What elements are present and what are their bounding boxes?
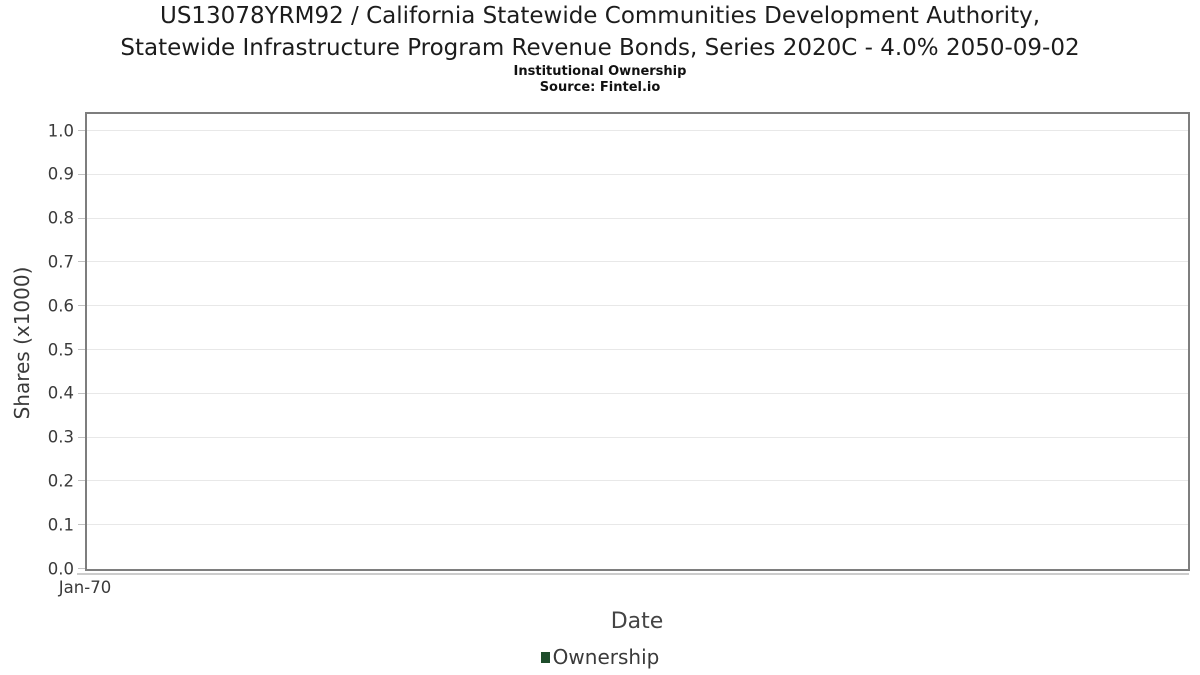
legend-label: Ownership (552, 645, 660, 669)
y-tick-marks (78, 112, 85, 569)
x-tick-label: Jan-70 (58, 578, 112, 597)
y-gridline (87, 173, 1188, 175)
y-tick-mark (78, 392, 85, 394)
y-tick-mark (78, 524, 85, 526)
chart-title-line-1: US13078YRM92 / California Statewide Comm… (159, 3, 1041, 29)
y-tick-label: 0.3 (47, 427, 74, 447)
y-gridline (87, 217, 1188, 219)
y-tick-mark (78, 305, 85, 307)
y-tick-label: 0.0 (47, 558, 74, 578)
y-tick-label: 0.4 (47, 383, 74, 403)
chart-subtitle: Institutional Ownership (513, 64, 687, 79)
y-gridline (87, 305, 1188, 307)
y-gridline (87, 261, 1188, 263)
chart-legend: Ownership (0, 645, 1200, 669)
y-tick-mark (78, 349, 85, 350)
y-tick-mark (78, 436, 85, 438)
y-tick-label: 1.0 (47, 120, 74, 140)
y-tick-label: 0.8 (47, 208, 74, 228)
y-tick-mark (78, 217, 85, 219)
y-gridline (87, 524, 1188, 526)
y-tick-label: 0.7 (47, 252, 74, 272)
y-gridline (87, 436, 1188, 438)
chart-header: US13078YRM92 / California Statewide Comm… (0, 0, 1200, 96)
y-tick-mark (78, 130, 85, 131)
y-tick-label: 0.1 (47, 514, 74, 534)
x-axis-title: Date (610, 609, 664, 634)
y-tick-mark (78, 568, 85, 569)
chart-source: Source: Fintel.io (539, 80, 661, 95)
y-tick-mark (78, 173, 85, 175)
legend-entry-ownership[interactable]: Ownership (540, 645, 660, 669)
legend-marker-icon (540, 651, 550, 663)
y-tick-labels: 0.0 0.1 0.2 0.3 0.4 0.5 0.6 0.7 0.8 0.9 1.0 (0, 112, 78, 576)
plot-area (85, 112, 1190, 571)
y-tick-mark (78, 480, 85, 482)
y-tick-label: 0.6 (47, 295, 74, 315)
y-gridline (87, 130, 1188, 131)
y-gridline (87, 349, 1188, 350)
y-tick-label: 0.9 (47, 164, 74, 184)
y-tick-label: 0.2 (47, 471, 74, 491)
x-axis-line (77, 573, 1189, 575)
y-tick-mark (78, 261, 85, 263)
y-gridline (87, 480, 1188, 482)
y-tick-label: 0.5 (47, 339, 74, 359)
chart-title-line-2: Statewide Infrastructure Program Revenue… (120, 35, 1080, 61)
x-tick-labels: Jan-70 (59, 578, 1188, 600)
y-gridline (87, 392, 1188, 394)
